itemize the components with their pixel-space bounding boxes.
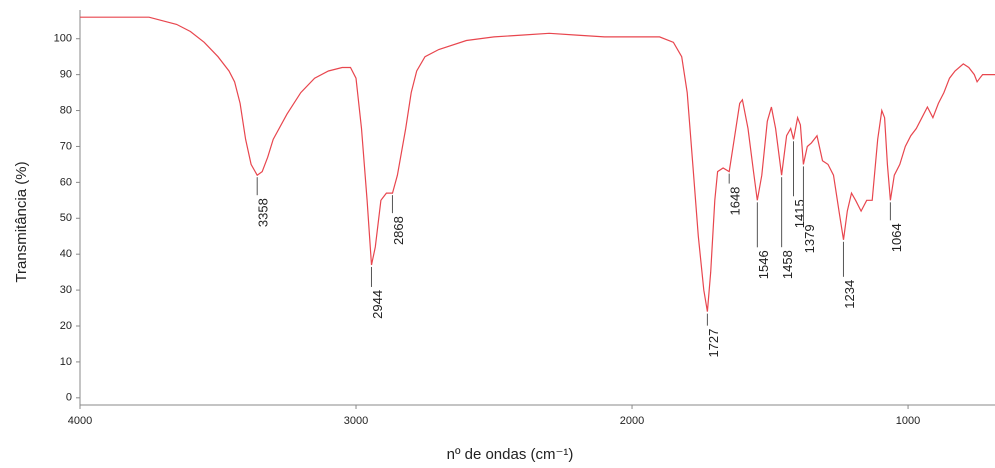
x-tick-label: 4000 <box>68 415 92 427</box>
peak-label: 1379 <box>802 224 817 253</box>
y-tick-label: 40 <box>60 248 72 260</box>
peak-label: 2944 <box>370 290 385 319</box>
y-tick-label: 70 <box>60 140 72 152</box>
y-tick-label: 50 <box>60 212 72 224</box>
peak-label: 1415 <box>792 199 807 228</box>
peak-label: 2868 <box>391 216 406 245</box>
peak-label: 1064 <box>889 223 904 252</box>
peak-label: 1727 <box>706 329 721 358</box>
x-tick-label: 3000 <box>344 415 368 427</box>
peak-label: 1234 <box>842 280 857 309</box>
y-axis-label: Transmitância (%) <box>13 161 30 282</box>
y-tick-label: 10 <box>60 356 72 368</box>
peak-label: 1546 <box>756 250 771 279</box>
y-tick-label: 90 <box>60 69 72 81</box>
y-tick-label: 0 <box>66 392 72 404</box>
y-tick-label: 60 <box>60 176 72 188</box>
peak-label: 1458 <box>780 250 795 279</box>
spectrum-line <box>80 16 995 312</box>
x-axis-label: nº de ondas (cm⁻¹) <box>447 446 574 463</box>
x-tick-label: 2000 <box>620 415 644 427</box>
y-tick-label: 100 <box>54 33 72 45</box>
y-tick-label: 30 <box>60 284 72 296</box>
peak-label: 1648 <box>728 187 743 216</box>
y-tick-label: 20 <box>60 320 72 332</box>
x-tick-label: 1000 <box>896 415 920 427</box>
y-tick-label: 80 <box>60 104 72 116</box>
peak-label: 3358 <box>256 198 271 227</box>
